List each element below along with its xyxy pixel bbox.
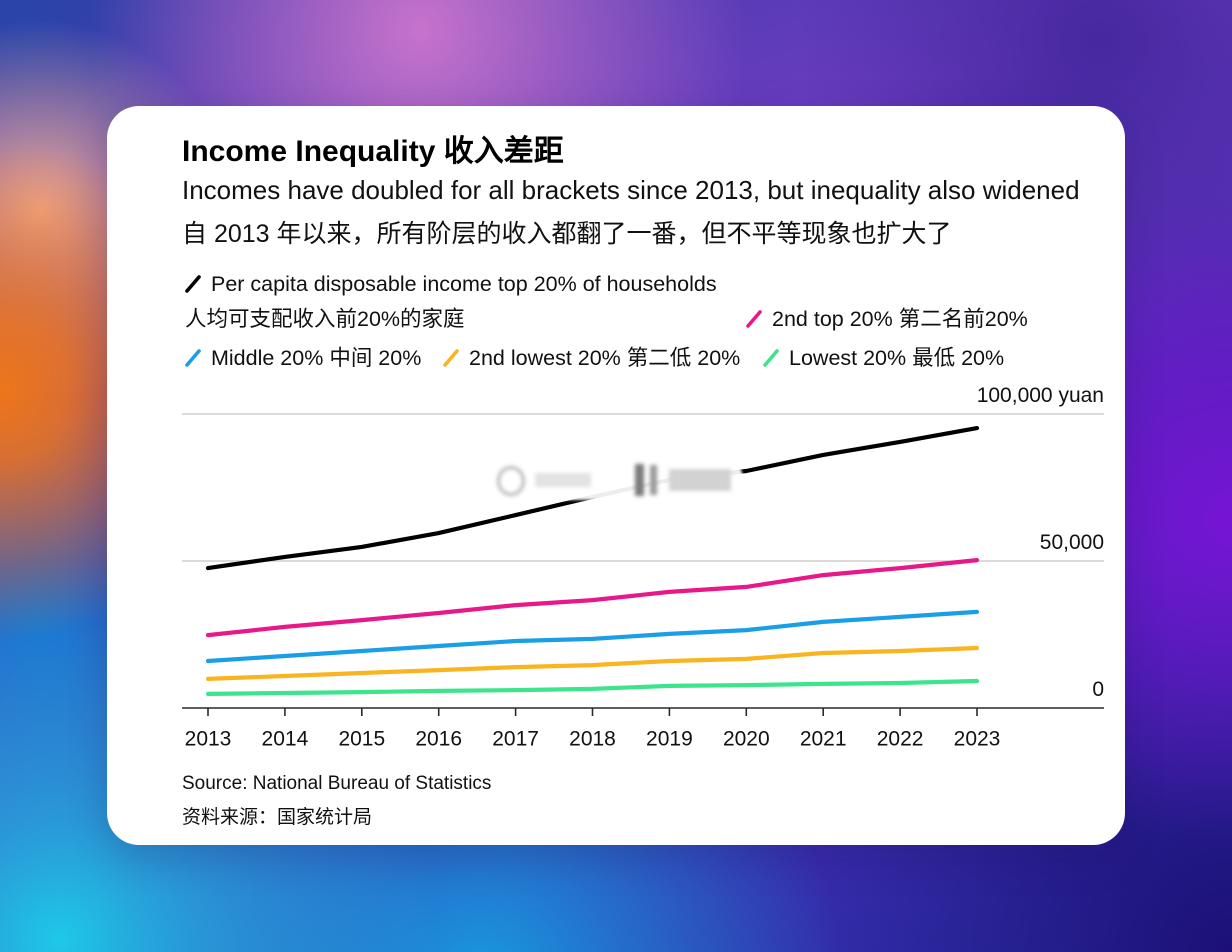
watermark <box>493 460 743 500</box>
series-line-2nd-lowest-20 <box>205 645 980 681</box>
watermark-fragment <box>635 464 644 496</box>
legend-item-2nd-lowest-20: 2nd lowest 20% 第二低 20% <box>442 344 740 372</box>
legend-label-lowest-20: Lowest 20% <box>789 346 907 370</box>
legend-label-2nd-lowest-20: 2nd lowest 20% <box>469 346 621 370</box>
legend-swatch-2nd-top-20 <box>746 310 762 328</box>
legend-item-top-20-zh: 人均可支配收入前20%的家庭 <box>185 305 465 333</box>
legend-label-top-20-zh: 人均可支配收入前20%的家庭 <box>185 307 465 331</box>
line-chart: 100,000 yuan 50,000 0 2013 2014 2015 2016 2017… <box>182 386 1104 751</box>
chart-subtitle: Incomes have doubled for all brackets si… <box>182 175 1080 205</box>
y-tick-label-0: 0 <box>1092 678 1104 701</box>
series-line-middle-20 <box>205 609 980 664</box>
source-note-zh: 资料来源：国家统计局 <box>182 807 373 828</box>
legend-label-2nd-top-20: 2nd top 20% <box>772 307 893 331</box>
x-tick-label-2023: 2023 <box>954 728 1001 751</box>
x-tick-label-2016: 2016 <box>415 728 462 751</box>
legend-label-top-20: Per capita disposable income top 20% of … <box>211 272 717 296</box>
legend-swatch-2nd-lowest-20 <box>443 349 459 367</box>
x-axis: 2013 2014 2015 2016 2017 2018 2019 2020 2021 2022… <box>182 707 1104 751</box>
x-tick-label-2018: 2018 <box>569 728 616 751</box>
x-tick-label-2021: 2021 <box>800 728 847 751</box>
legend-label-middle-20: Middle 20% <box>211 346 324 370</box>
source-note: Source: National Bureau of Statistics <box>182 773 492 794</box>
chart-title: Income Inequality 收入差距 <box>182 135 564 168</box>
chart-subtitle-zh: 自 2013 年以来，所有阶层的收入都翻了一番，但不平等现象也扩大了 <box>182 220 952 248</box>
series-line-lowest-20 <box>205 678 980 696</box>
y-tick-label-50000: 50,000 <box>1040 531 1104 554</box>
watermark-fragment <box>669 469 731 491</box>
legend-swatch-top-20 <box>185 275 201 293</box>
legend-item-2nd-top-20: 2nd top 20% 第二名前20% <box>745 305 1028 333</box>
x-tick-label-2020: 2020 <box>723 728 770 751</box>
legend-label-middle-20-zh: 中间 20% <box>329 346 422 370</box>
legend-label-2nd-top-20-zh: 第二名前20% <box>898 307 1028 331</box>
legend-item-top-20: Per capita disposable income top 20% of … <box>184 270 717 298</box>
x-tick-label-2014: 2014 <box>262 728 309 751</box>
x-tick-label-2013: 2013 <box>185 728 232 751</box>
x-tick-label-2017: 2017 <box>492 728 539 751</box>
legend-item-middle-20: Middle 20% 中间 20% <box>184 344 421 372</box>
series-line-2nd-top-20 <box>205 558 980 638</box>
x-tick-label-2019: 2019 <box>646 728 693 751</box>
legend-swatch-lowest-20 <box>763 349 779 367</box>
x-tick-label-2022: 2022 <box>877 728 924 751</box>
legend-label-lowest-20-zh: 最低 20% <box>912 346 1005 370</box>
y-tick-label-100000: 100,000 yuan <box>977 386 1104 407</box>
y-axis-labels: 100,000 yuan 50,000 0 <box>977 386 1104 701</box>
legend-label-2nd-lowest-20-zh: 第二低 20% <box>626 346 741 370</box>
watermark-fragment <box>497 466 525 496</box>
watermark-fragment <box>650 465 657 495</box>
legend-swatch-middle-20 <box>185 349 201 367</box>
watermark-fragment <box>535 473 591 487</box>
chart-card: Income Inequality 收入差距 Incomes have doub… <box>107 106 1125 845</box>
legend-item-lowest-20: Lowest 20% 最低 20% <box>762 344 1004 372</box>
x-tick-label-2015: 2015 <box>338 728 385 751</box>
